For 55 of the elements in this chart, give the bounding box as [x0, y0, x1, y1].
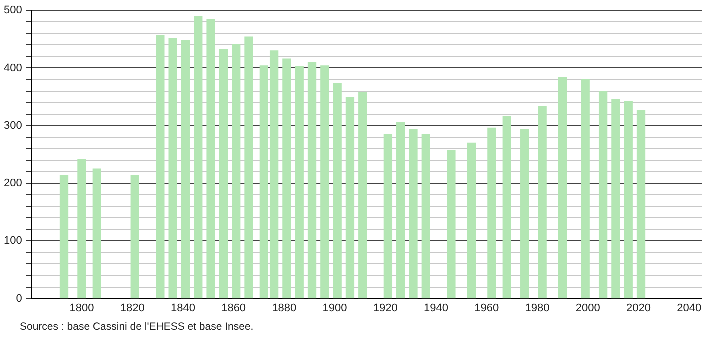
bar [78, 158, 86, 299]
x-tick-label: 1840 [170, 302, 196, 314]
bar [447, 150, 456, 299]
x-tick-label: 2020 [626, 302, 651, 314]
bar [624, 101, 633, 299]
bar [520, 129, 530, 299]
y-tick-label: 400 [4, 62, 22, 74]
bar [194, 16, 203, 299]
bar [156, 35, 165, 299]
bar [320, 66, 330, 299]
bar [181, 40, 190, 299]
x-tick-label: 1860 [222, 302, 246, 314]
x-tick-label: 1980 [525, 302, 550, 314]
source-note: Sources : base Cassini de l'EHESS et base Insee. [20, 321, 254, 333]
bar [409, 129, 418, 299]
bar [488, 128, 496, 299]
y-tick-label: 300 [4, 120, 22, 132]
bar [422, 134, 430, 299]
bar [308, 62, 317, 299]
x-tick-label: 1800 [70, 302, 94, 314]
bar [558, 77, 568, 299]
bar [168, 38, 178, 299]
bar [467, 142, 476, 299]
bar [333, 83, 342, 299]
y-tick-label: 100 [4, 235, 22, 248]
y-tick-label: 200 [4, 178, 22, 190]
bar [60, 175, 69, 299]
bar [219, 49, 228, 299]
bar [358, 92, 368, 299]
x-tick-label: 1880 [272, 302, 297, 314]
bar [384, 134, 393, 299]
bar [92, 168, 102, 299]
y-tick-label: 0 [16, 292, 22, 305]
bar [295, 66, 304, 299]
bar [244, 36, 254, 299]
bar [538, 106, 547, 299]
x-tick-label: 1820 [120, 302, 145, 314]
bar [232, 44, 241, 299]
bar [612, 99, 620, 299]
bar [396, 122, 406, 299]
bar [636, 110, 646, 299]
y-tick-label: 500 [4, 4, 22, 17]
x-tick-label: 2000 [576, 302, 600, 314]
bar [282, 58, 292, 299]
bar [581, 79, 590, 299]
x-tick-label: 1940 [424, 302, 449, 314]
bar [502, 116, 512, 299]
bar [130, 175, 140, 299]
x-tick-label: 2040 [677, 302, 702, 314]
bar [346, 97, 355, 299]
x-tick-label: 1920 [373, 302, 398, 314]
x-tick-label: 1960 [474, 302, 500, 314]
bar [206, 19, 216, 299]
bar [598, 92, 608, 299]
x-tick-label: 1900 [322, 302, 348, 314]
